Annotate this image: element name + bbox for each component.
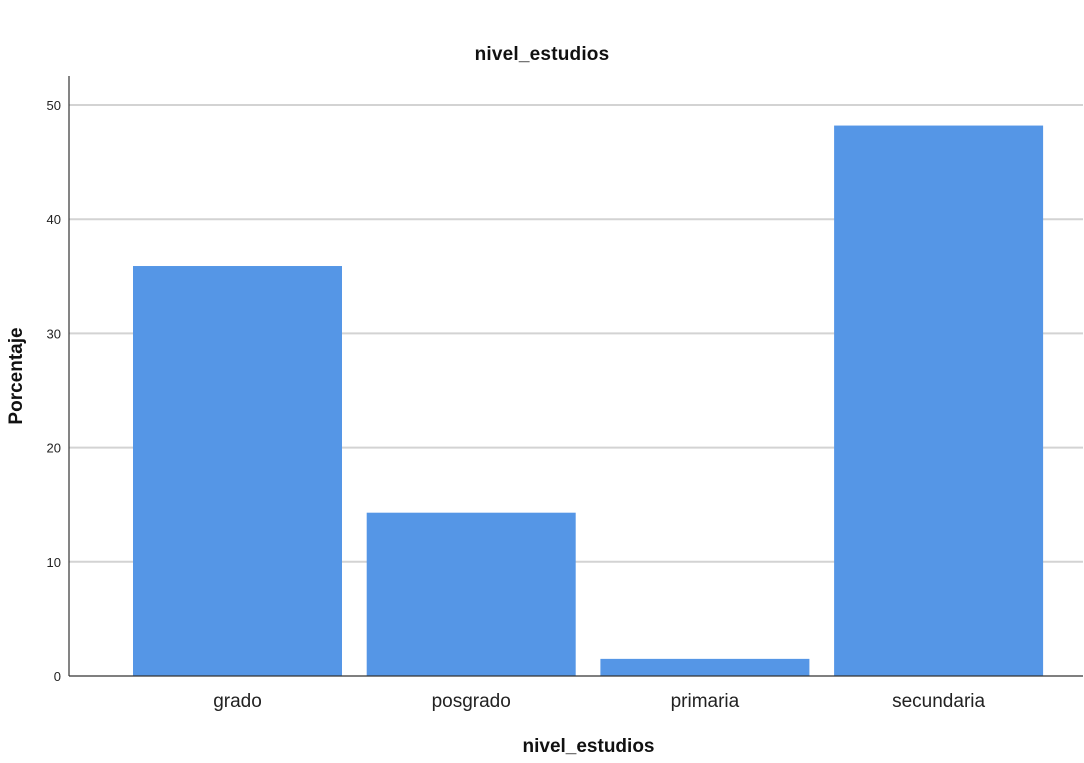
x-tick-label: primaria xyxy=(671,691,740,712)
bar-grado xyxy=(133,266,342,676)
bars xyxy=(133,125,1044,676)
y-tick-label: 40 xyxy=(47,212,61,227)
y-tick-label: 0 xyxy=(54,669,61,684)
bar-primaria xyxy=(600,658,810,676)
y-tick-label: 10 xyxy=(47,555,61,570)
x-axis-title: nivel_estudios xyxy=(522,736,655,757)
x-tick-label: grado xyxy=(213,691,262,712)
axes xyxy=(68,76,1083,677)
chart-title: nivel_estudios xyxy=(474,44,610,65)
bar-secundaria xyxy=(834,125,1044,676)
x-tick-label: secundaria xyxy=(892,691,985,712)
x-tick-label: posgrado xyxy=(432,691,511,712)
y-tick-label: 20 xyxy=(47,441,61,456)
y-tick-label: 50 xyxy=(47,98,61,113)
y-tick-labels: 0 10 20 30 40 50 xyxy=(47,98,61,684)
y-tick-label: 30 xyxy=(47,326,61,341)
y-axis-title: Porcentaje xyxy=(6,327,27,425)
x-tick-labels: grado posgrado primaria secundaria xyxy=(213,691,985,712)
bar-posgrado xyxy=(366,512,576,676)
